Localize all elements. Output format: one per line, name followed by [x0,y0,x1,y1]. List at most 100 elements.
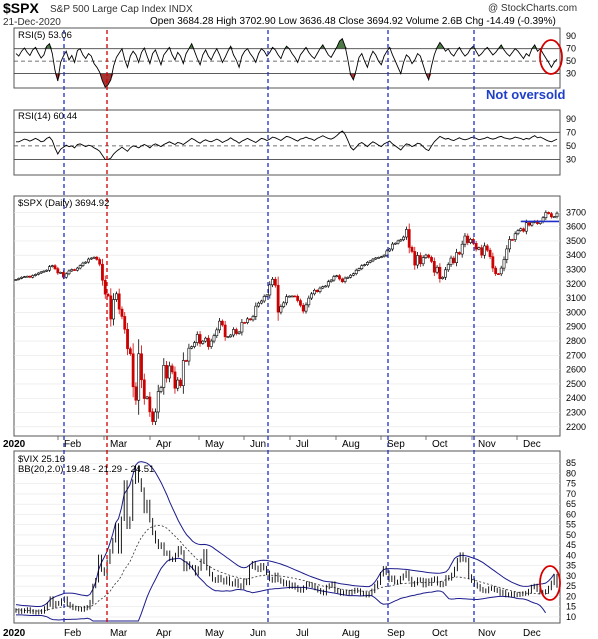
spx-candle-body [505,248,509,260]
spx-y-tick-label: 3100 [566,293,586,303]
spx-candle-body [14,279,18,281]
spx-candle-body [176,379,180,389]
spx-candle-body [226,336,230,339]
spx-candle-body [530,222,534,226]
spx-candle-body [103,279,107,295]
spx-candle-body [212,335,216,342]
spx-candle-body [474,243,478,250]
spx-candle-body [251,316,255,321]
month-label-top-may: May [205,439,224,450]
spx-candle-body [332,276,336,281]
spx-candle-body [416,255,419,266]
month-label-top-aug: Aug [342,439,360,450]
price-label: $SPX (Daily) 3694.92 [18,198,109,209]
rsi5-y-tick-label: 50 [566,56,576,66]
spx-candle-body [28,275,32,278]
spx-y-tick-label: 2300 [566,408,586,418]
spx-y-tick-label: 3500 [566,236,586,246]
spx-candle-body [418,255,422,265]
vix-bb-middle-line [15,525,549,612]
spx-candle-body [126,329,129,350]
spx-y-tick-label: 3700 [566,207,586,217]
spx-candle-body [510,239,514,241]
spx-y-tick-label: 3400 [566,250,586,260]
vix-y-tick-label: 40 [566,550,576,560]
spx-candle-body [522,228,525,232]
vix-y-tick-label: 50 [566,530,576,540]
year-label-top: 2020 [3,439,26,450]
spx-candle-body [73,269,76,271]
spx-candle-body [75,267,79,271]
month-label-top-oct: Oct [432,439,448,450]
spx-candle-body [220,320,224,326]
spx-candle-body [276,284,280,313]
vix-label: $VIX 25.16 [18,454,65,465]
spx-candle-body [87,258,90,263]
spx-y-tick-label: 2400 [566,393,586,403]
rsi14-y-tick-label: 70 [566,127,576,137]
stockcharts-watermark: @ StockCharts.com [488,3,577,14]
spx-candle-body [304,304,308,312]
spx-candle-body [207,337,210,347]
vix-bb-upper-line [15,461,555,607]
spx-candle-body [22,276,26,278]
chart-description: S&P 500 Large Cap Index INDX [50,4,193,15]
rsi5-plot: 90 70 50 30 [14,31,576,88]
spx-candle-body [413,251,417,266]
spx-candle-body [524,222,528,232]
spx-candle-body [343,277,347,282]
spx-candle-body [405,229,408,238]
spx-candle-body [287,295,291,298]
spx-candle-body [92,256,96,259]
spx-y-tick-label: 3300 [566,265,586,275]
spx-candle-body [544,212,548,219]
spx-candle-body [421,257,425,265]
month-label-bottom-sep: Sep [387,628,405,639]
spx-candle-body [170,365,174,373]
spx-y-tick-label: 2900 [566,322,586,332]
spx-candle-body [39,271,43,274]
month-label-top-sep: Sep [387,439,405,450]
spx-candle-body [246,318,249,323]
spx-candle-body [296,295,300,301]
vix-y-tick-label: 65 [566,499,576,509]
spx-candle-body [293,295,297,298]
rsi14-label: RSI(14) 60.44 [18,111,77,122]
spx-candle-body [20,276,23,279]
spx-candle-body [488,249,492,257]
spx-candle-body [59,272,63,274]
month-label-bottom-nov: Nov [478,628,496,639]
spx-candle-body [50,265,54,267]
spx-candle-body [310,293,313,299]
month-label-bottom-feb: Feb [64,628,82,639]
spx-candle-body [438,266,442,279]
spx-candle-body [184,360,188,362]
spx-candle-body [81,262,85,266]
spx-candle-body [463,235,467,245]
spx-candle-body [491,256,495,269]
spx-candle-body [106,293,110,297]
spx-candle-body [156,391,160,413]
spx-candle-body [391,243,394,250]
year-label-bottom: 2020 [3,628,26,639]
vix-y-tick-label: 85 [566,458,576,468]
spx-candle-body [282,302,286,307]
spx-candle-body [455,252,459,263]
spx-candle-body [368,260,372,263]
spx-candle-body [154,411,157,422]
month-label-bottom-aug: Aug [342,628,360,639]
spx-candle-body [508,239,511,250]
spx-candle-body [452,257,456,263]
spx-candle-body [159,387,163,392]
rsi14-y-tick-label: 50 [566,141,576,151]
vix-y-tick-label: 75 [566,479,576,489]
spx-candle-body [34,274,37,276]
spx-candle-body [223,324,227,338]
spx-candle-body [399,239,403,242]
spx-candle-body [78,265,82,269]
spx-candle-body [483,245,486,256]
rsi14-y-tick-label: 30 [566,154,576,164]
spx-candle-body [430,257,433,262]
spx-y-tick-label: 2700 [566,350,586,360]
spx-candle-body [140,353,143,381]
